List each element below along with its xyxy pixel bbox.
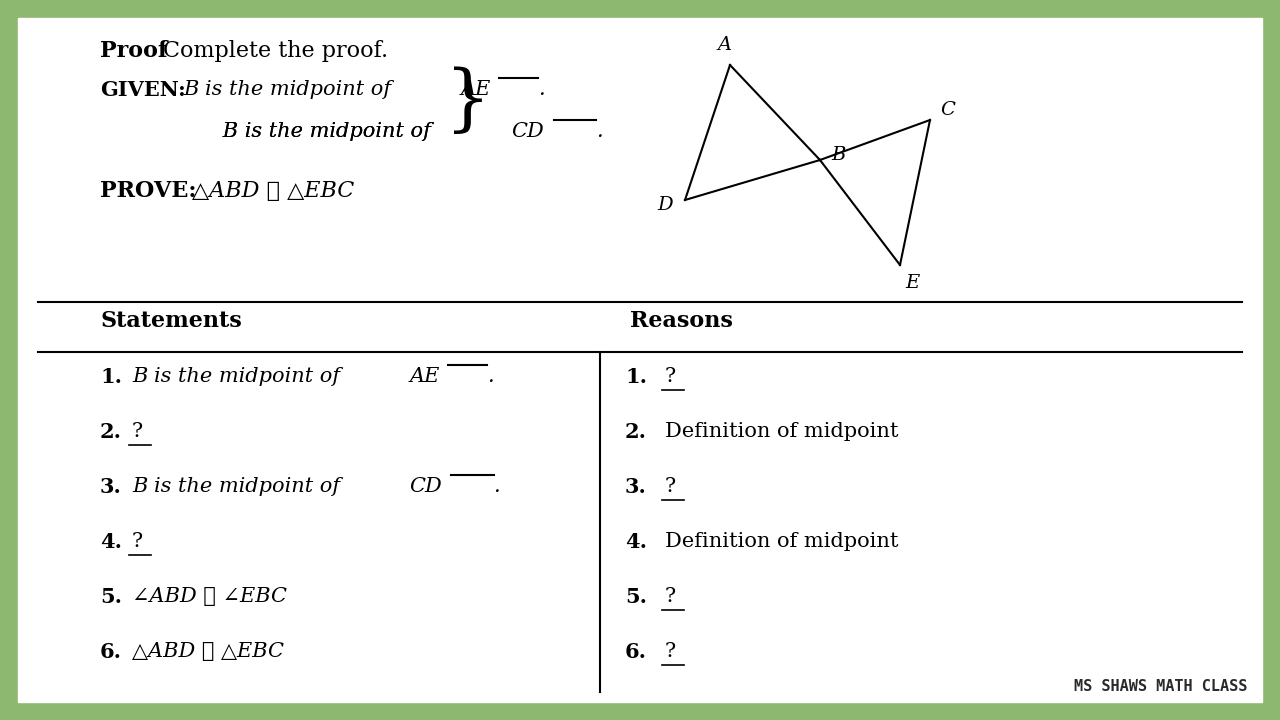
Text: B is the midpoint of: B is the midpoint of	[183, 80, 398, 99]
Text: 5.: 5.	[625, 587, 646, 607]
Text: 3.: 3.	[100, 477, 122, 497]
Text: A: A	[718, 36, 732, 54]
Text: MS SHAWS MATH CLASS: MS SHAWS MATH CLASS	[1074, 679, 1247, 694]
Text: ∠ABD ≅ ∠EBC: ∠ABD ≅ ∠EBC	[132, 587, 287, 606]
Text: .: .	[488, 367, 494, 386]
Text: GIVEN:: GIVEN:	[100, 80, 186, 100]
Text: B is the midpoint of: B is the midpoint of	[132, 367, 347, 386]
Text: CD: CD	[512, 122, 544, 141]
Text: D: D	[657, 196, 673, 214]
Text: .: .	[539, 80, 545, 99]
Text: B is the midpoint of: B is the midpoint of	[183, 122, 438, 141]
Text: 2.: 2.	[625, 422, 646, 442]
Text: 2.: 2.	[100, 422, 122, 442]
Text: Definition of midpoint: Definition of midpoint	[666, 532, 899, 551]
Text: 4.: 4.	[100, 532, 122, 552]
Text: ?: ?	[666, 477, 676, 496]
Text: ?: ?	[666, 367, 676, 386]
Text: Statements: Statements	[100, 310, 242, 332]
Text: Definition of midpoint: Definition of midpoint	[666, 422, 899, 441]
Text: AE: AE	[460, 80, 490, 99]
Text: CD: CD	[410, 477, 442, 496]
Text: }: }	[445, 67, 490, 138]
Text: ?: ?	[132, 532, 143, 551]
Text: Complete the proof.: Complete the proof.	[163, 40, 388, 62]
Text: ?: ?	[666, 642, 676, 661]
Text: PROVE:: PROVE:	[100, 180, 197, 202]
Text: ?: ?	[666, 587, 676, 606]
Text: B: B	[831, 146, 845, 164]
Text: B is the midpoint of: B is the midpoint of	[132, 477, 347, 496]
Text: 5.: 5.	[100, 587, 122, 607]
Text: 1.: 1.	[625, 367, 646, 387]
Text: 3.: 3.	[625, 477, 646, 497]
FancyBboxPatch shape	[18, 18, 1262, 702]
Text: C: C	[941, 101, 955, 119]
Text: 4.: 4.	[625, 532, 646, 552]
Text: △ABD ≅ △EBC: △ABD ≅ △EBC	[192, 180, 355, 202]
Text: △ABD ≅ △EBC: △ABD ≅ △EBC	[132, 642, 284, 661]
Text: .: .	[596, 122, 603, 141]
Text: Proof: Proof	[100, 40, 168, 62]
Text: B is the midpoint of: B is the midpoint of	[183, 122, 438, 141]
Text: E: E	[905, 274, 919, 292]
Text: 6.: 6.	[625, 642, 646, 662]
Text: 1.: 1.	[100, 367, 122, 387]
Text: Reasons: Reasons	[630, 310, 733, 332]
Text: .: .	[494, 477, 500, 496]
Text: ?: ?	[132, 422, 143, 441]
Text: AE: AE	[410, 367, 439, 386]
Text: 6.: 6.	[100, 642, 122, 662]
